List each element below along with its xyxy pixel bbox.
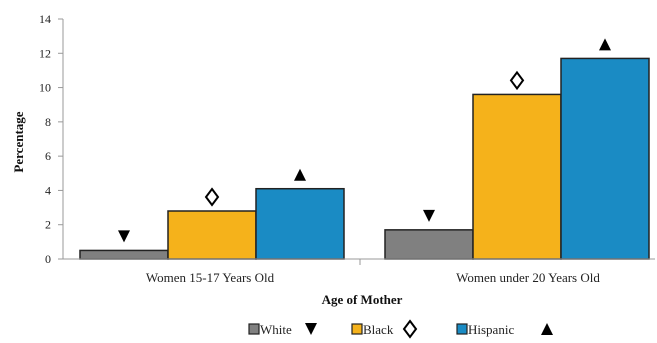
bar-hispanic-1 [560, 57, 650, 260]
y-tick-label: 8 [45, 115, 51, 129]
y-tick-label: 0 [45, 252, 51, 266]
triangle-up-marker [541, 323, 553, 335]
bar-black-0 [167, 210, 257, 260]
bars [79, 57, 650, 260]
y-axis-title: Percentage [11, 111, 26, 172]
legend-label-hispanic: Hispanic [468, 322, 514, 337]
triangle-down-marker [118, 230, 130, 243]
x-axis: Women 15-17 Years Old Women under 20 Year… [63, 258, 655, 285]
triangle-up-marker [599, 38, 611, 51]
y-axis: 0 2 4 6 8 10 12 14 [39, 12, 64, 266]
legend-label-black: Black [363, 322, 394, 337]
diamond-marker [204, 187, 220, 207]
legend-swatch-white [248, 323, 260, 335]
y-tick-label: 14 [39, 12, 51, 26]
y-tick-label: 6 [45, 149, 51, 163]
y-tick-label: 4 [45, 183, 51, 197]
bar-white-1 [384, 229, 474, 260]
triangle-down-marker [305, 323, 317, 335]
legend-swatch-black [351, 323, 363, 335]
x-axis-title: Age of Mother [322, 292, 403, 307]
y-tick-label: 2 [45, 218, 51, 232]
legend-swatch-hispanic [456, 323, 468, 335]
bar-black-1 [472, 93, 562, 260]
y-tick-label: 12 [39, 46, 51, 60]
bar-white-0 [79, 249, 169, 260]
y-tick-label: 10 [39, 81, 51, 95]
x-category-label: Women under 20 Years Old [456, 270, 600, 285]
bar-markers [118, 38, 611, 243]
diamond-marker [402, 319, 418, 339]
triangle-up-marker [294, 168, 306, 181]
x-category-label: Women 15-17 Years Old [146, 270, 275, 285]
diamond-marker [509, 70, 525, 91]
bar-hispanic-0 [255, 187, 345, 260]
legend-label-white: White [260, 322, 292, 337]
triangle-down-marker [423, 209, 435, 222]
legend: White Black Hispanic [248, 319, 553, 339]
